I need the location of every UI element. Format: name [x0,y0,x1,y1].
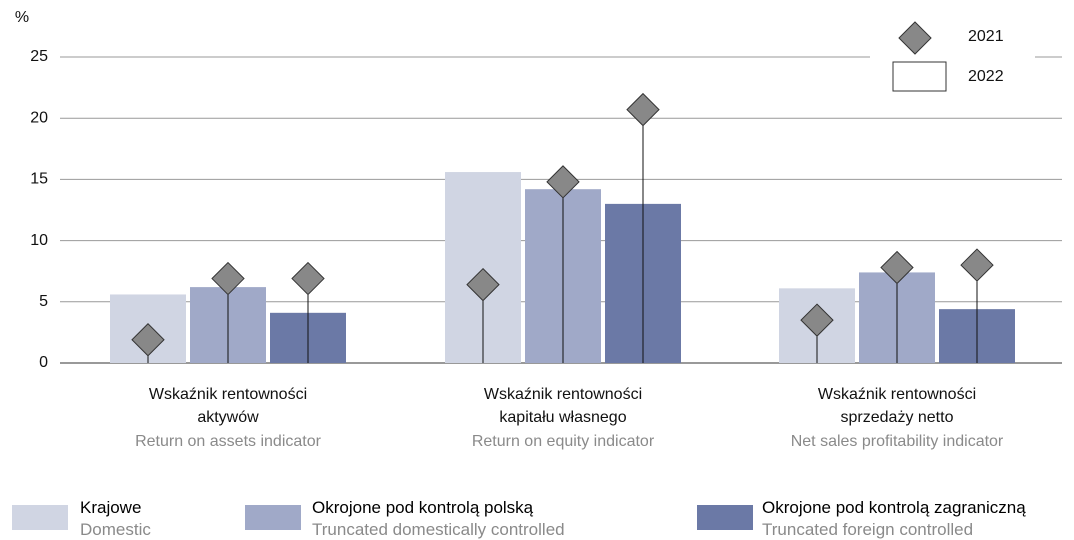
legend-name: Okrojone pod kontrolą polską [312,498,534,517]
y-unit: % [15,9,29,26]
diamond [546,165,580,199]
diamond [466,267,500,302]
category-label-en: Return on equity indicator [471,433,655,450]
legend-name-en: Truncated domestically controlled [312,520,565,539]
y-tick-label: 25 [30,48,48,65]
y-tick-label: 5 [39,293,48,310]
legend-name-en: Domestic [80,520,151,539]
legend-name-en: Truncated foreign controlled [762,520,974,539]
diamond [960,248,994,282]
diamond [800,303,834,337]
legend-label: 2022 [968,68,1004,85]
category-label: Wskaźnik rentowności aktywów [148,386,308,426]
legend-swatch [245,505,301,530]
y-tick-label: 20 [30,109,48,126]
diamond [131,323,165,357]
legend-swatch [12,505,68,530]
category-label: Wskaźnik rentowności kapitału własnego [483,386,643,426]
legend-name: Okrojone pod kontrolą zagraniczną [762,498,1026,517]
category-label-en: Net sales profitability indicator [790,433,1004,450]
legend-name: Krajowe [80,498,142,517]
category-label-en: Return on assets indicator [135,433,321,450]
legend-label: 2021 [968,28,1004,45]
category-label: Wskaźnik rentowności sprzedaży netto [817,386,977,426]
diamond [211,261,245,296]
legend-swatch [697,505,753,530]
diamond [291,261,325,296]
y-tick-label: 15 [30,171,48,188]
legend-box [892,61,947,92]
y-tick-label: 0 [39,354,48,371]
y-tick-label: 10 [30,232,48,249]
legend-diamond [898,21,932,55]
diamond [626,92,660,127]
diamond [880,250,914,285]
